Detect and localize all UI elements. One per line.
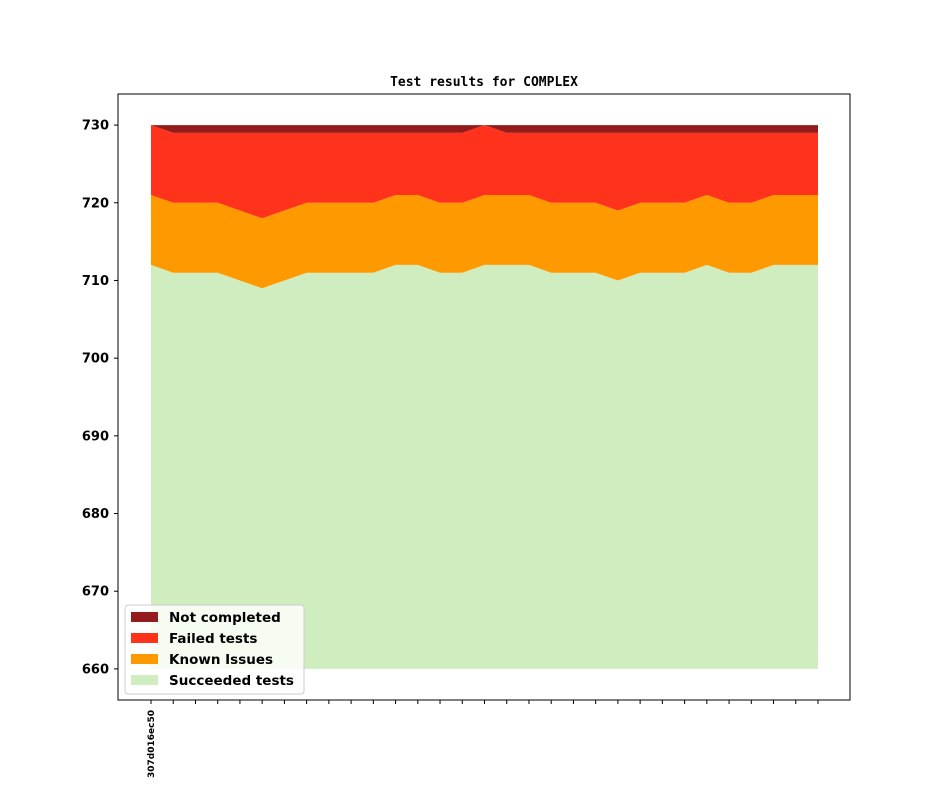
area-not-completed	[151, 125, 818, 133]
legend: Not completed Failed tests Known Issues Suc…	[124, 604, 305, 695]
chart-title: Test results for COMPLEX	[390, 75, 578, 90]
area-known-issues	[151, 195, 818, 289]
legend-swatch-known-issues	[131, 654, 158, 664]
legend-box	[124, 604, 305, 695]
y-tick-label: 710	[82, 274, 109, 289]
y-tick-label: 660	[82, 662, 109, 677]
legend-label-known-issues: Known Issues	[169, 652, 273, 668]
area-succeeded-tests	[151, 264, 818, 669]
y-tick-label: 730	[82, 119, 109, 134]
legend-swatch-not-completed	[131, 612, 158, 622]
y-tick-label: 720	[82, 196, 109, 211]
legend-swatch-failed-tests	[131, 633, 158, 643]
legend-swatch-succeeded-tests	[131, 675, 158, 685]
y-tick-label: 680	[82, 507, 109, 522]
y-axis: 660 670 680 690 700 710 720 730	[82, 119, 118, 677]
legend-label-succeeded-tests: Succeeded tests	[169, 673, 294, 689]
area-failed-tests	[151, 125, 818, 219]
legend-label-failed-tests: Failed tests	[169, 631, 257, 647]
y-tick-label: 700	[82, 352, 109, 367]
x-tick-label: 307d016ec50	[147, 710, 157, 778]
y-tick-label: 690	[82, 429, 109, 444]
y-tick-label: 670	[82, 585, 109, 600]
x-axis: 307d016ec50	[147, 700, 819, 778]
legend-label-not-completed: Not completed	[169, 610, 281, 626]
area-layers	[151, 125, 818, 669]
